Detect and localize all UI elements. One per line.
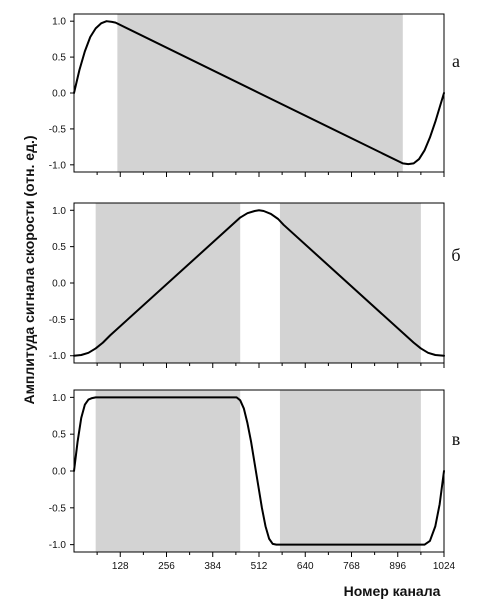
panel-letter: в (452, 429, 461, 449)
x-tick-label: 512 (251, 561, 268, 572)
y-tick-label: -1.0 (49, 160, 67, 171)
panel-letter: б (451, 245, 460, 265)
y-tick-label: 0.5 (52, 53, 66, 64)
x-tick-label: 768 (343, 561, 360, 572)
y-tick-label: 1.0 (52, 206, 66, 217)
y-tick-label: -0.5 (49, 503, 67, 514)
y-tick-label: 0.5 (52, 242, 66, 253)
x-tick-label: 384 (204, 561, 221, 572)
x-tick-label: 896 (389, 561, 406, 572)
x-tick-label: 256 (158, 561, 175, 572)
y-tick-label: -0.5 (49, 315, 67, 326)
x-tick-label: 128 (112, 561, 129, 572)
panel-1: 1.0 0.5 0.0 -0.5 -1.0 а (49, 13, 460, 177)
shaded-region-2 (279, 390, 421, 552)
panel-3: 1.0 0.5 0.0 -0.5 -1.0 128 256 384 512 640 768 896 10… (49, 389, 461, 572)
x-tick-label: 640 (297, 561, 314, 572)
chart-panels: 1.0 0.5 0.0 -0.5 -1.0 а 1.0 0.5 0.0 -0.5 -1.0 б 1.0 0… (49, 13, 461, 572)
shaded-region-2 (279, 203, 421, 363)
panel-letter: а (452, 51, 460, 71)
y-tick-label: -0.5 (49, 124, 67, 135)
y-tick-label: 0.0 (52, 279, 66, 290)
y-tick-label: -1.0 (49, 351, 67, 362)
y-tick-label: 1.0 (52, 393, 66, 404)
y-tick-label: 0.0 (52, 467, 66, 478)
x-tick-label: 1024 (433, 561, 456, 572)
y-tick-label: -1.0 (49, 540, 67, 551)
panel-2: 1.0 0.5 0.0 -0.5 -1.0 б (49, 202, 461, 368)
series-line (73, 20, 445, 166)
x-axis-title: Номер канала (344, 583, 441, 599)
series-line (73, 396, 445, 546)
shaded-region-1 (95, 390, 241, 552)
y-axis-title: Амплитуда сигнала скорости (отн. ед.) (21, 135, 37, 404)
y-tick-label: 1.0 (52, 17, 66, 28)
series-line (73, 209, 445, 357)
y-tick-label: 0.5 (52, 430, 66, 441)
y-tick-label: 0.0 (52, 89, 66, 100)
